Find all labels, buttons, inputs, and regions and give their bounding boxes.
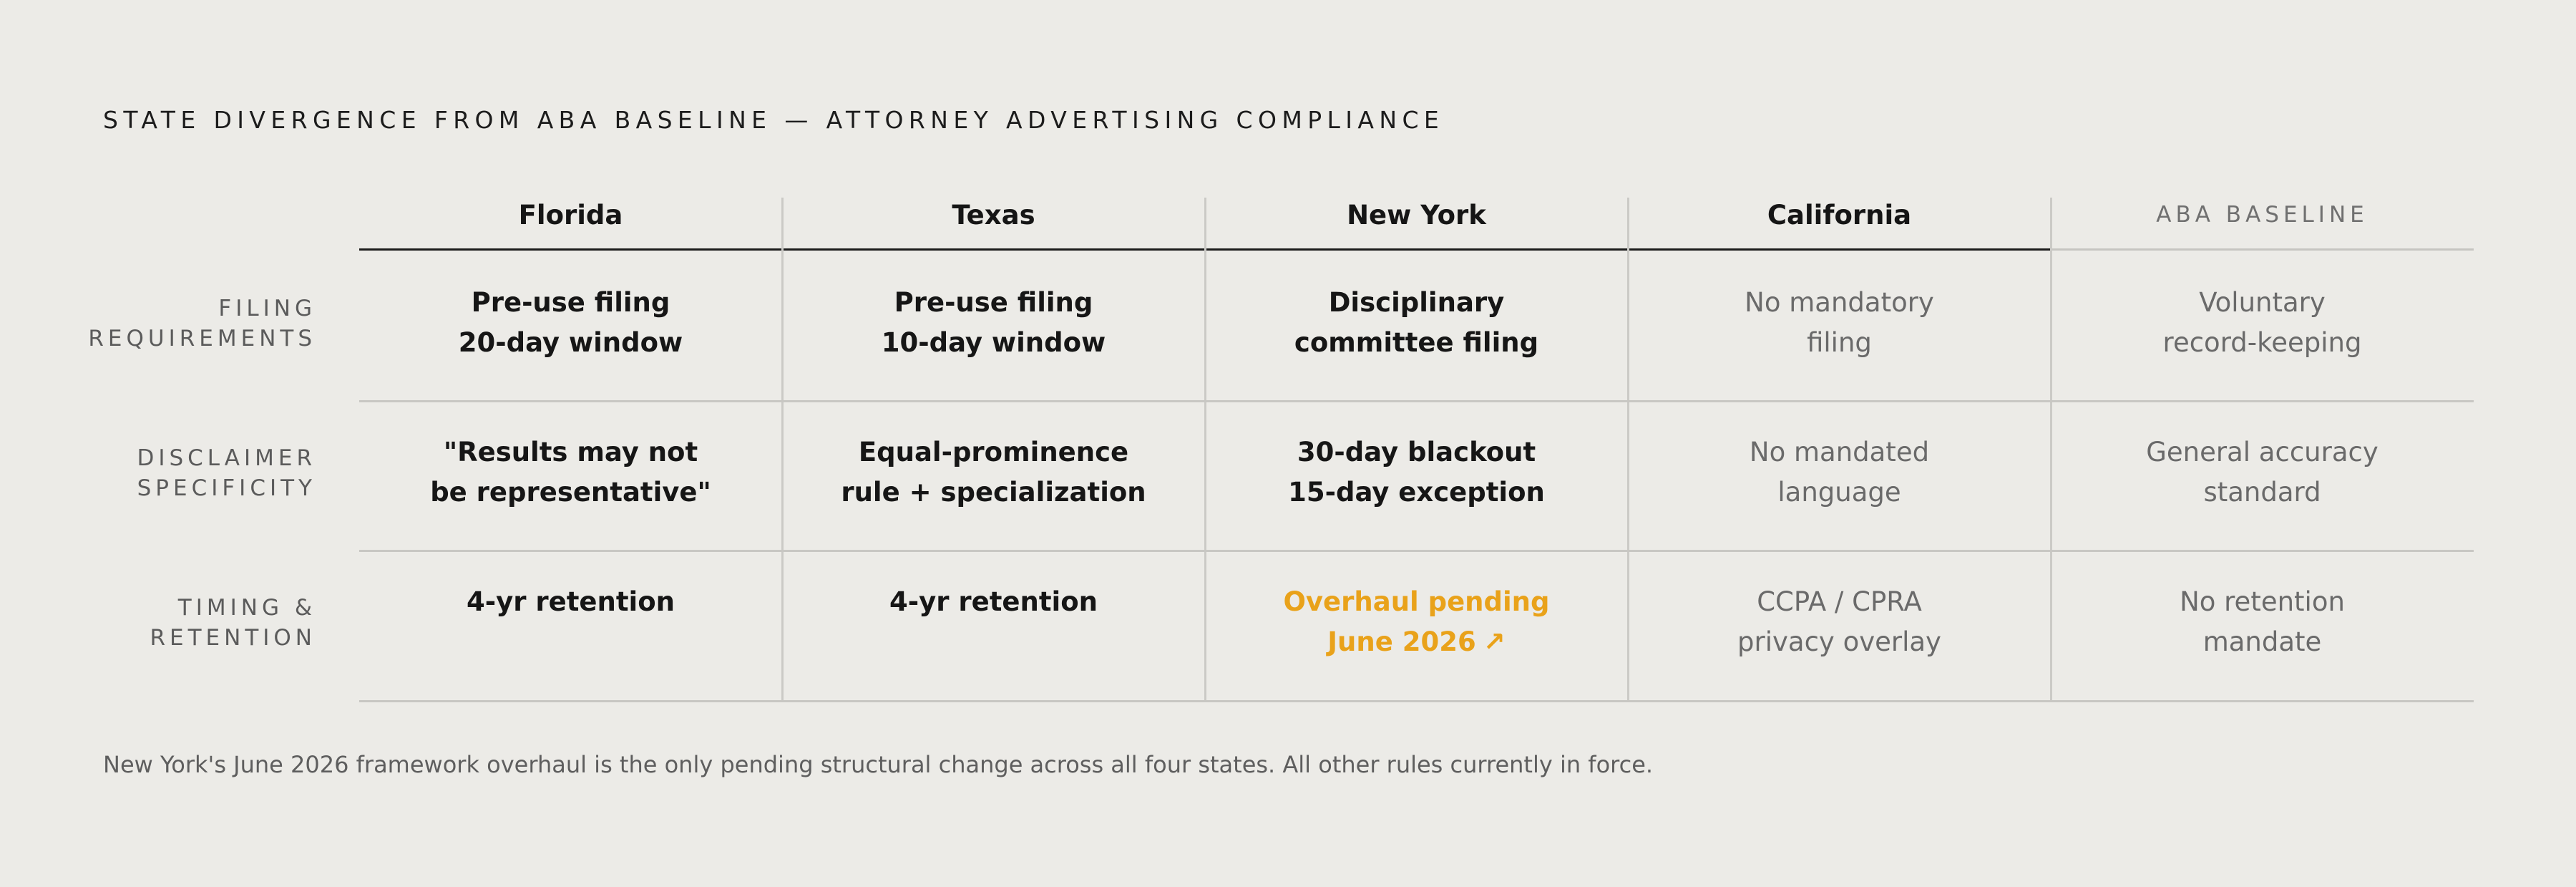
cell-text-line: mandate xyxy=(2051,622,2474,662)
cell-text-line: June 2026 ↗ xyxy=(1205,622,1628,662)
cell-text-line: 30-day blackout xyxy=(1205,432,1628,472)
cell-text: standard xyxy=(2203,477,2321,508)
cell-text-line: "Results may not xyxy=(359,432,782,472)
cell-text: Voluntary xyxy=(2199,287,2326,318)
table-cell-new-york: Overhaul pending June 2026 ↗ xyxy=(1205,582,1628,662)
column-divider xyxy=(1204,198,1206,702)
cell-text-line: record-keeping xyxy=(2051,323,2474,363)
cell-text: CCPA / CPRA xyxy=(1757,586,1922,617)
cell-text-line: No retention xyxy=(2051,582,2474,622)
cell-text: No mandated xyxy=(1749,437,1930,467)
cell-text: No mandatory xyxy=(1745,287,1934,318)
row-label-disclaimer-specificity: DISCLAIMER SPECIFICITY xyxy=(30,443,316,503)
cell-text-line: No mandatory xyxy=(1628,283,2051,323)
row-divider xyxy=(359,550,2474,552)
cell-text: Equal-prominence xyxy=(858,437,1129,467)
cell-text: 10-day window xyxy=(881,327,1106,358)
cell-text: committee filing xyxy=(1294,327,1539,358)
cell-text-line: 20-day window xyxy=(359,323,782,363)
cell-text-line: privacy overlay xyxy=(1628,622,2051,662)
cell-text: 4-yr retention xyxy=(467,586,675,617)
cell-text: privacy overlay xyxy=(1737,626,1941,657)
table-cell-florida: Pre-use filing 20-day window xyxy=(359,283,782,363)
column-divider xyxy=(781,198,784,702)
cell-text: General accuracy xyxy=(2146,437,2379,467)
row-label-line: RETENTION xyxy=(150,625,316,651)
cell-text: be representative" xyxy=(430,477,711,508)
cell-text-line: Equal-prominence xyxy=(782,432,1205,472)
table-cell-aba-baseline: General accuracy standard xyxy=(2051,432,2474,513)
cell-text-line: No mandated xyxy=(1628,432,2051,472)
cell-text: June 2026 xyxy=(1327,626,1476,657)
row-label-timing-retention: TIMING & RETENTION xyxy=(30,593,316,653)
row-label-line: DISCLAIMER xyxy=(137,445,316,471)
table-cell-texas: 4-yr retention xyxy=(782,582,1205,622)
cell-text: Pre-use filing xyxy=(471,287,670,318)
cell-text: Disciplinary xyxy=(1328,287,1505,318)
footnote: New York's June 2026 framework overhaul … xyxy=(103,751,1654,778)
cell-text-line: CCPA / CPRA xyxy=(1628,582,2051,622)
cell-text-line: committee filing xyxy=(1205,323,1628,363)
column-divider xyxy=(2050,198,2052,702)
table-cell-new-york: 30-day blackout 15-day exception xyxy=(1205,432,1628,513)
cell-text: Overhaul pending xyxy=(1283,586,1550,617)
cell-text-line: language xyxy=(1628,472,2051,513)
cell-text: "Results may not xyxy=(443,437,698,467)
cell-text: mandate xyxy=(2202,626,2322,657)
cell-text-line: Voluntary xyxy=(2051,283,2474,323)
column-header-florida: Florida xyxy=(518,200,623,231)
column-header-new-york: New York xyxy=(1347,200,1486,231)
cell-text-line: Pre-use filing xyxy=(782,283,1205,323)
cell-text: filing xyxy=(1807,327,1872,358)
row-label-line: SPECIFICITY xyxy=(137,475,316,501)
cell-text: rule + specialization xyxy=(841,477,1146,508)
cell-text: Pre-use filing xyxy=(894,287,1093,318)
cell-text: No retention xyxy=(2180,586,2345,617)
cell-text-line: 4-yr retention xyxy=(359,582,782,622)
cell-text-line: 10-day window xyxy=(782,323,1205,363)
cell-text-line: filing xyxy=(1628,323,2051,363)
table-cell-aba-baseline: Voluntary record-keeping xyxy=(2051,283,2474,363)
column-divider xyxy=(1627,198,1629,702)
row-divider xyxy=(359,400,2474,402)
cell-text: language xyxy=(1777,477,1901,508)
column-header-aba-baseline: ABA BASELINE xyxy=(2156,202,2368,228)
table-cell-california: CCPA / CPRA privacy overlay xyxy=(1628,582,2051,662)
arrow-up-right-icon: ↗ xyxy=(1483,626,1506,657)
cell-text-line: standard xyxy=(2051,472,2474,513)
table-cell-aba-baseline: No retention mandate xyxy=(2051,582,2474,662)
cell-text-line: Pre-use filing xyxy=(359,283,782,323)
cell-text-line: General accuracy xyxy=(2051,432,2474,472)
page-title: STATE DIVERGENCE FROM ABA BASELINE — ATT… xyxy=(103,106,1445,134)
cell-text: 15-day exception xyxy=(1288,477,1545,508)
cell-text: record-keeping xyxy=(2162,327,2362,358)
row-label-line: TIMING & xyxy=(177,595,316,621)
cell-text-line: Overhaul pending xyxy=(1205,582,1628,622)
row-divider xyxy=(359,700,2474,702)
baseline-header-divider xyxy=(2051,248,2474,251)
cell-text-line: 4-yr retention xyxy=(782,582,1205,622)
cell-text-line: rule + specialization xyxy=(782,472,1205,513)
table-cell-florida: "Results may not be representative" xyxy=(359,432,782,513)
cell-text-line: Disciplinary xyxy=(1205,283,1628,323)
table-cell-new-york: Disciplinary committee filing xyxy=(1205,283,1628,363)
row-label-line: FILING xyxy=(218,296,316,321)
table-cell-texas: Equal-prominence rule + specialization xyxy=(782,432,1205,513)
row-label-line: REQUIREMENTS xyxy=(88,326,316,352)
cell-text-line: 15-day exception xyxy=(1205,472,1628,513)
cell-text: 4-yr retention xyxy=(889,586,1098,617)
table-cell-texas: Pre-use filing 10-day window xyxy=(782,283,1205,363)
table-cell-california: No mandatory filing xyxy=(1628,283,2051,363)
table-cell-california: No mandated language xyxy=(1628,432,2051,513)
table-cell-florida: 4-yr retention xyxy=(359,582,782,622)
column-header-texas: Texas xyxy=(952,200,1035,231)
row-label-filing-requirements: FILING REQUIREMENTS xyxy=(30,294,316,354)
cell-text: 20-day window xyxy=(458,327,683,358)
cell-text-line: be representative" xyxy=(359,472,782,513)
column-header-california: California xyxy=(1767,200,1912,231)
cell-text: 30-day blackout xyxy=(1297,437,1536,467)
